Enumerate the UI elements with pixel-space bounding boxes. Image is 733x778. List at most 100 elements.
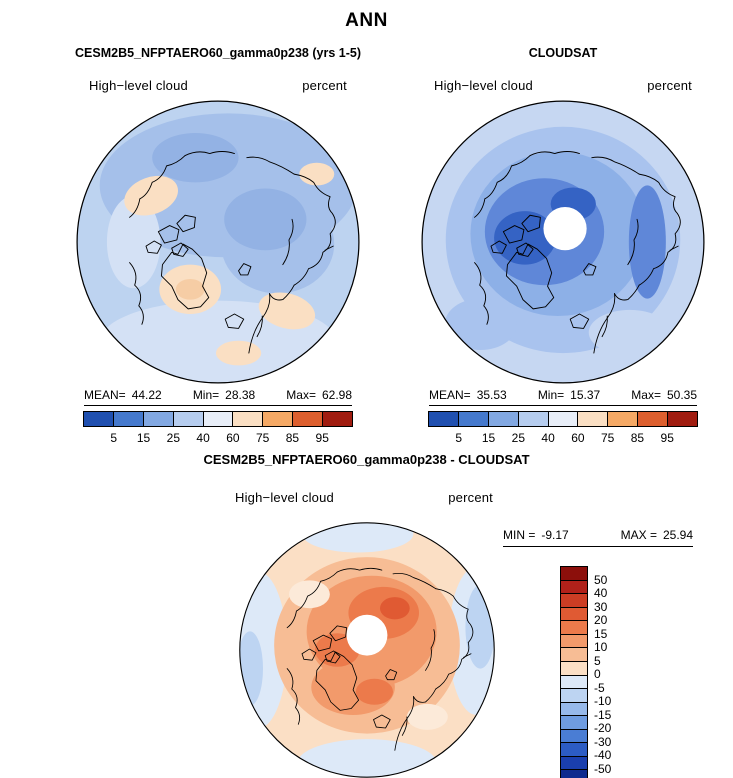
colorbar-segment	[577, 412, 608, 426]
colorbar-segment	[487, 412, 518, 426]
colorbar-segment	[232, 412, 263, 426]
colorbar-tick-label: 15	[136, 431, 151, 445]
colorbar-tick-label: 15	[481, 431, 496, 445]
colorbar-tick-label: 0	[594, 667, 601, 681]
colorbar-segment	[561, 769, 587, 778]
cloudsat-title: CLOUDSAT	[528, 46, 598, 60]
colorbar-segment	[292, 412, 323, 426]
model-colorbar-ticks: 5 15 25 40 60 75 85 95	[84, 431, 352, 447]
colorbar-segment	[112, 412, 143, 426]
colorbar-tick-label: -15	[594, 707, 612, 722]
colorbar-segment	[561, 647, 587, 661]
cloudsat-min-value: 15.37	[570, 388, 601, 402]
colorbar-tick-label: 15	[594, 626, 608, 641]
cloudsat-field-label: High−level cloud	[434, 78, 533, 93]
diff-map-wrap	[237, 520, 497, 778]
colorbar-segment	[561, 660, 587, 675]
panel-cloudsat: CLOUDSAT High−level cloud percent	[403, 46, 723, 447]
colorbar-tick-label: -10	[594, 694, 612, 708]
cloudsat-mean-value: 35.53	[476, 388, 507, 402]
colorbar-tick-label: 5	[110, 431, 118, 445]
colorbar-segment	[429, 412, 458, 426]
model-max-label: Max=	[286, 388, 316, 402]
colorbar-tick-label: 25	[166, 431, 181, 445]
diff-min-label: MIN =	[503, 528, 536, 542]
cloudsat-colorbar-ticks: 5 15 25 40 60 75 85 95	[429, 431, 697, 447]
diff-pole-gap	[346, 614, 388, 656]
diff-min-value: -9.17	[541, 528, 569, 542]
colorbar-tick-label: 30	[594, 599, 608, 614]
colorbar-tick-label: 60	[571, 431, 585, 445]
diff-units-label: percent	[448, 490, 493, 505]
colorbar-segment	[561, 579, 587, 594]
diff-stats-line: MIN = -9.17 MAX = 25.94	[503, 528, 693, 547]
model-mean-label: MEAN=	[84, 388, 126, 402]
season-title: ANN	[345, 10, 388, 31]
colorbar-tick-label: 40	[594, 586, 608, 600]
diff-field-label: High−level cloud	[235, 490, 334, 505]
colorbar-tick-label: 75	[600, 431, 615, 445]
colorbar-tick-label: 5	[594, 653, 601, 668]
colorbar-segment	[322, 412, 353, 426]
colorbar-tick-label: 95	[660, 431, 674, 445]
cloudsat-sublabels: High−level cloud percent	[434, 78, 692, 93]
colorbar-tick-label: 50	[594, 572, 608, 587]
model-stats-line: MEAN= 44.22 Min= 28.38 Max= 62.98	[84, 388, 352, 406]
colorbar-tick-label: 40	[196, 431, 210, 445]
colorbar-tick-label: 5	[455, 431, 463, 445]
diff-title: CESM2B5_NFPTAERO60_gamma0p238 - CLOUDSAT	[203, 452, 530, 467]
model-polar-map	[76, 100, 360, 384]
colorbar-segment	[142, 412, 173, 426]
model-sublabels: High−level cloud percent	[89, 78, 347, 93]
model-mean-value: 44.22	[131, 388, 162, 402]
colorbar-segment	[457, 412, 488, 426]
diff-sublabels: High−level cloud percent	[235, 490, 493, 505]
diff-polar-map	[239, 522, 495, 778]
model-colorbar	[83, 411, 353, 427]
colorbar-tick-label: -30	[594, 734, 612, 749]
colorbar-segment	[561, 742, 587, 756]
colorbar-tick-label: -20	[594, 721, 612, 735]
cloudsat-map-wrap	[419, 98, 707, 386]
colorbar-tick-label: 25	[511, 431, 526, 445]
model-field-label: High−level cloud	[89, 78, 188, 93]
colorbar-segment	[637, 412, 668, 426]
colorbar-tick-label: 10	[594, 640, 608, 654]
colorbar-segment	[561, 633, 587, 648]
cloudsat-polar-map	[421, 100, 705, 384]
diff-colorbar	[560, 566, 588, 778]
colorbar-segment	[202, 412, 233, 426]
model-units-label: percent	[302, 78, 347, 93]
model-min-value: 28.38	[225, 388, 256, 402]
colorbar-segment	[84, 412, 113, 426]
model-title: CESM2B5_NFPTAERO60_gamma0p238 (yrs 1-5)	[75, 46, 361, 60]
colorbar-tick-label: 20	[594, 613, 608, 627]
colorbar-tick-label: -40	[594, 748, 612, 762]
diff-max-label: MAX =	[620, 528, 657, 542]
colorbar-tick-label: 85	[285, 431, 300, 445]
colorbar-segment	[607, 412, 638, 426]
cloudsat-colorbar	[428, 411, 698, 427]
colorbar-segment	[561, 728, 587, 743]
colorbar-segment	[667, 412, 698, 426]
diff-max-value: 25.94	[662, 528, 693, 542]
panel-model: CESM2B5_NFPTAERO60_gamma0p238 (yrs 1-5) …	[38, 46, 398, 447]
model-max-value: 62.98	[321, 388, 352, 402]
cloudsat-max-label: Max=	[631, 388, 661, 402]
colorbar-tick-label: -50	[594, 761, 612, 776]
cloudsat-min-label: Min=	[537, 388, 565, 402]
colorbar-segment	[262, 412, 293, 426]
cloudsat-stats-line: MEAN= 35.53 Min= 15.37 Max= 50.35	[429, 388, 697, 406]
cloudsat-units-label: percent	[647, 78, 692, 93]
colorbar-segment	[561, 755, 587, 770]
cloudsat-pole-gap	[543, 207, 587, 251]
model-map-wrap	[74, 98, 362, 386]
cloudsat-max-value: 50.35	[666, 388, 697, 402]
colorbar-segment	[561, 715, 587, 729]
colorbar-segment	[561, 620, 587, 634]
colorbar-segment	[561, 674, 587, 689]
colorbar-segment	[561, 606, 587, 621]
colorbar-segment	[517, 412, 548, 426]
colorbar-segment	[172, 412, 203, 426]
cloudsat-mean-label: MEAN=	[429, 388, 471, 402]
